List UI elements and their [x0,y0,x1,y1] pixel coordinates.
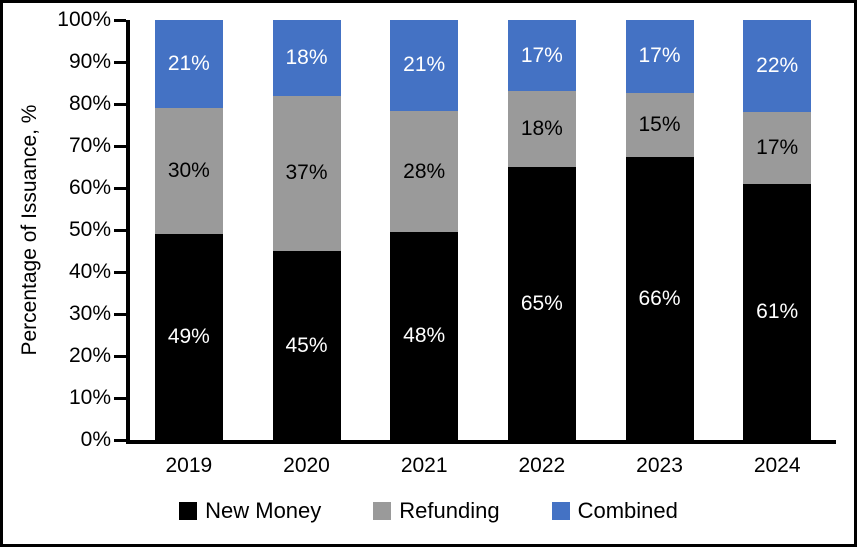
y-axis-tick-label: 30% [68,302,111,325]
bar-segment-new-money: 65% [507,167,576,440]
bar-segment-combined: 17% [625,20,694,93]
y-axis-tick-label: 70% [68,134,111,157]
y-axis-tick-mark [114,438,126,442]
legend-swatch-icon [551,502,570,520]
legend-swatch-icon [373,502,392,520]
bar-data-label: 18% [285,45,328,69]
bar-segment-new-money: 48% [390,232,459,440]
x-axis-label-2022: 2022 [518,454,566,477]
y-axis-tick-label: 10% [68,386,111,409]
y-axis-tick-mark [114,60,126,64]
bar-data-label: 22% [756,54,799,78]
y-axis-tick-mark [114,354,126,358]
bar-segment-new-money: 49% [154,234,223,440]
bar-segment-combined: 21% [390,20,459,111]
legend-label: Refunding [399,498,500,523]
y-axis-tick-label: 40% [68,260,111,283]
bar-column-2022: 65% 18% 17% [483,20,601,440]
bar-segment-refunding: 15% [625,92,694,158]
bar-data-label: 21% [403,53,446,77]
y-axis-tick-label: 90% [68,50,111,73]
y-axis-tick-label: 100% [57,8,111,31]
bar-segment-combined: 21% [154,20,223,109]
y-axis-tick-mark [114,228,126,232]
x-axis-label-2023: 2023 [636,454,683,477]
y-axis-tick-label: 50% [68,218,111,241]
legend-label: New Money [205,498,322,523]
bar-data-label: 21% [167,52,210,76]
y-axis-tick-mark [114,102,126,106]
y-axis-tick-mark [114,144,126,148]
bar-segment-refunding: 37% [272,95,341,251]
bar-segment-new-money: 45% [272,251,341,440]
bar-data-label: 30% [167,159,210,183]
y-axis-tick-label: 80% [68,92,111,115]
bar-data-label: 65% [520,291,563,315]
bar-data-label: 49% [167,325,210,349]
y-axis-tick-mark [114,186,126,190]
bar-column-2023: 66% 15% 17% [601,20,719,440]
bar-data-label: 28% [403,159,446,183]
bar-data-label: 45% [285,333,328,357]
bar-data-label: 37% [285,161,328,185]
bar-segment-refunding: 17% [743,112,812,184]
bar-column-2019: 49% 30% 21% [130,20,248,440]
bar-segment-combined: 18% [272,20,341,96]
legend-label: Combined [577,498,678,523]
y-axis-tick-label: 20% [68,344,111,367]
bar-data-label: 17% [638,44,681,68]
bar-column-2020: 45% 37% 18% [248,20,366,440]
x-axis-labels: 2019 2020 2021 2022 2023 2024 [130,454,836,478]
bar-column-2024: 61% 17% 22% [718,20,836,440]
bar-segment-refunding: 18% [507,91,576,167]
bar-segment-new-money: 66% [625,157,694,440]
x-axis-label-2021: 2021 [400,454,448,477]
x-axis-label-2019: 2019 [165,454,213,477]
bar-data-label: 18% [520,117,563,141]
bar-column-2021: 48% 28% 21% [365,20,483,440]
bar-data-label: 66% [638,286,681,310]
legend-item-refunding: Refunding [373,498,500,524]
y-axis-tick-label: 0% [80,428,111,451]
bar-data-label: 17% [520,43,563,67]
legend-item-combined: Combined [551,498,678,524]
bar-segment-combined: 17% [507,20,576,92]
bar-segment-refunding: 30% [154,108,223,235]
y-axis-tick-mark [114,270,126,274]
legend-swatch-icon [179,502,198,520]
x-axis-label-2024: 2024 [753,454,801,477]
y-axis-tick-mark [114,18,126,22]
legend: New Money Refunding Combined [6,498,851,524]
plot-area: 0% 10% 20% 30% 40% 50% 60% 70% 80% 90% 100% 49% 30% 2… [57,8,836,451]
bar-segment-refunding: 28% [390,110,459,233]
x-axis-label-2020: 2020 [283,454,330,477]
bar-data-label: 61% [756,299,799,323]
y-axis-tick-mark [114,396,126,400]
bar-data-label: 17% [756,136,799,160]
bar-segment-new-money: 61% [743,183,812,440]
bar-segment-combined: 22% [743,20,812,113]
y-axis-tick-mark [114,312,126,316]
bar-data-label: 15% [638,113,681,137]
bar-data-label: 48% [403,324,446,348]
y-axis-tick-label: 60% [68,176,111,199]
legend-item-new-money: New Money [179,498,321,524]
